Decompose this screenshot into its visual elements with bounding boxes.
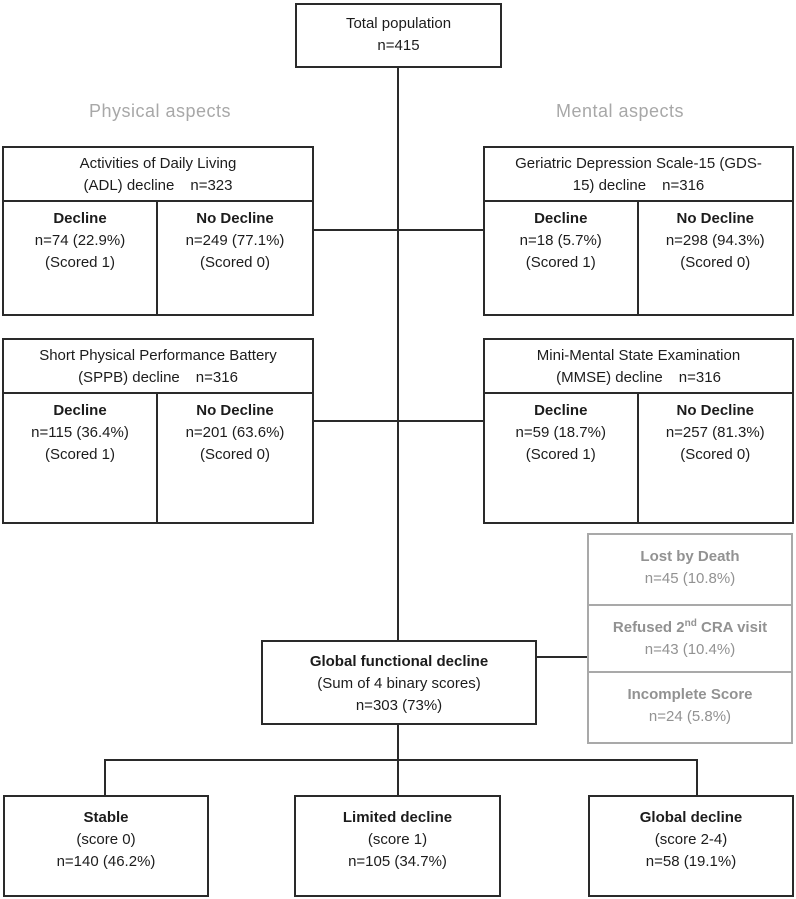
no-decline-label: No Decline (196, 402, 274, 419)
decline-n: n=59 (18.7%) (515, 424, 606, 441)
global-title: Global functional decline (309, 653, 489, 670)
assessment-cells: Decline n=74 (22.9%) (Scored 1) No Decli… (4, 202, 312, 314)
no-decline-cell: No Decline n=298 (94.3%) (Scored 0) (639, 202, 793, 314)
exclusion-n: n=24 (5.8%) (648, 708, 732, 725)
no-decline-label: No Decline (196, 210, 274, 227)
outcome-title: Global decline (639, 809, 743, 826)
outcome-score: (score 0) (76, 831, 136, 848)
decline-n: n=115 (36.4%) (31, 424, 129, 441)
outcome-score: (score 2-4) (654, 831, 728, 848)
exclusion-title: Incomplete Score (627, 686, 753, 703)
decline-label: Decline (534, 402, 588, 419)
no-decline-score: (Scored 0) (680, 254, 751, 271)
assessment-n: n=316 (662, 177, 705, 194)
exclusion-n: n=43 (10.4%) (644, 641, 736, 658)
outcome-n: n=140 (46.2%) (56, 853, 156, 870)
decline-cell: Decline n=115 (36.4%) (Scored 1) (4, 394, 158, 522)
decline-score: (Scored 1) (525, 254, 596, 271)
assessment-n: n=323 (190, 177, 233, 194)
section-label-physical: Physical aspects (88, 101, 232, 121)
no-decline-n: n=257 (81.3%) (665, 424, 765, 441)
outcome-title: Limited decline (342, 809, 453, 826)
outcome-n: n=58 (19.1%) (645, 853, 737, 870)
assessment-title-line1: Activities of Daily Living (79, 155, 237, 172)
assessment-title-line2: 15) decline n=316 (572, 177, 705, 194)
global-n: n=303 (73%) (355, 697, 443, 714)
connector-row1-horizontal (314, 229, 483, 231)
no-decline-cell: No Decline n=249 (77.1%) (Scored 0) (158, 202, 312, 314)
assessment-header: Geriatric Depression Scale-15 (GDS- 15) … (485, 148, 792, 202)
assessment-cells: Decline n=18 (5.7%) (Scored 1) No Declin… (485, 202, 792, 314)
global-subtitle: (Sum of 4 binary scores) (317, 675, 481, 692)
decline-score: (Scored 1) (44, 254, 116, 271)
section-label-mental: Mental aspects (555, 101, 685, 121)
assessment-title-line1: Geriatric Depression Scale-15 (GDS- (515, 155, 762, 172)
total-population-n: n=415 (377, 37, 420, 54)
assessment-box-mmse: Mini-Mental State Examination (MMSE) dec… (483, 338, 794, 524)
assessment-box-sppb: Short Physical Performance Battery (SPPB… (2, 338, 314, 524)
exclusion-refused-visit: Refused 2nd CRA visit n=43 (10.4%) (589, 604, 791, 673)
no-decline-cell: No Decline n=257 (81.3%) (Scored 0) (639, 394, 793, 522)
no-decline-n: n=201 (63.6%) (185, 424, 285, 441)
exclusion-incomplete-score: Incomplete Score n=24 (5.8%) (589, 673, 791, 742)
assessment-box-adl: Activities of Daily Living (ADL) decline… (2, 146, 314, 316)
assessment-cells: Decline n=115 (36.4%) (Scored 1) No Decl… (4, 394, 312, 522)
decline-n: n=74 (22.9%) (34, 232, 126, 249)
assessment-title-line2: (MMSE) decline n=316 (556, 369, 721, 386)
connector-global-to-exclusions (537, 656, 587, 658)
no-decline-label: No Decline (676, 402, 755, 419)
outcome-box-global-decline: Global decline (score 2-4) n=58 (19.1%) (588, 795, 794, 897)
exclusion-title: Lost by Death (640, 548, 740, 565)
outcome-n: n=105 (34.7%) (348, 853, 447, 870)
outcome-score: (score 1) (367, 831, 428, 848)
assessment-header: Short Physical Performance Battery (SPPB… (4, 340, 312, 394)
assessment-n: n=316 (195, 369, 238, 386)
no-decline-cell: No Decline n=201 (63.6%) (Scored 0) (158, 394, 312, 522)
decline-score: (Scored 1) (44, 446, 116, 463)
outcome-box-limited-decline: Limited decline (score 1) n=105 (34.7%) (294, 795, 501, 897)
assessment-n: n=316 (678, 369, 721, 386)
connector-drop-middle (397, 759, 399, 796)
exclusion-n: n=45 (10.8%) (644, 570, 736, 587)
decline-label: Decline (534, 210, 588, 227)
connector-drop-left (104, 759, 106, 796)
outcome-box-stable: Stable (score 0) n=140 (46.2%) (3, 795, 209, 897)
total-population-title: Total population (345, 15, 452, 32)
no-decline-score: (Scored 0) (199, 446, 271, 463)
connector-row2-horizontal (314, 420, 483, 422)
assessment-cells: Decline n=59 (18.7%) (Scored 1) No Decli… (485, 394, 792, 522)
no-decline-n: n=249 (77.1%) (185, 232, 285, 249)
assessment-title-line2: (ADL) decline n=323 (83, 177, 233, 194)
decline-cell: Decline n=59 (18.7%) (Scored 1) (485, 394, 639, 522)
connector-global-down (397, 725, 399, 761)
assessment-box-gds: Geriatric Depression Scale-15 (GDS- 15) … (483, 146, 794, 316)
no-decline-label: No Decline (676, 210, 755, 227)
decline-cell: Decline n=74 (22.9%) (Scored 1) (4, 202, 158, 314)
connector-drop-right (696, 759, 698, 796)
assessment-title-line2: (SPPB) decline n=316 (78, 369, 238, 386)
decline-label: Decline (53, 210, 107, 227)
global-functional-decline-box: Global functional decline (Sum of 4 bina… (261, 640, 537, 725)
assessment-title-line1: Short Physical Performance Battery (39, 347, 277, 364)
exclusions-panel: Lost by Death n=45 (10.8%) Refused 2nd C… (587, 533, 793, 744)
outcome-title: Stable (83, 809, 129, 826)
decline-cell: Decline n=18 (5.7%) (Scored 1) (485, 202, 639, 314)
connector-center-vertical (397, 68, 399, 640)
exclusion-lost-by-death: Lost by Death n=45 (10.8%) (589, 535, 791, 604)
decline-n: n=18 (5.7%) (519, 232, 602, 249)
exclusion-title: Refused 2nd CRA visit (612, 618, 768, 637)
decline-label: Decline (53, 402, 107, 419)
assessment-header: Mini-Mental State Examination (MMSE) dec… (485, 340, 792, 394)
decline-score: (Scored 1) (525, 446, 596, 463)
no-decline-score: (Scored 0) (199, 254, 271, 271)
connector-outcomes-horizontal (104, 759, 698, 761)
no-decline-n: n=298 (94.3%) (665, 232, 765, 249)
assessment-title-line1: Mini-Mental State Examination (536, 347, 741, 364)
assessment-header: Activities of Daily Living (ADL) decline… (4, 148, 312, 202)
total-population-box: Total population n=415 (295, 3, 502, 68)
no-decline-score: (Scored 0) (680, 446, 751, 463)
